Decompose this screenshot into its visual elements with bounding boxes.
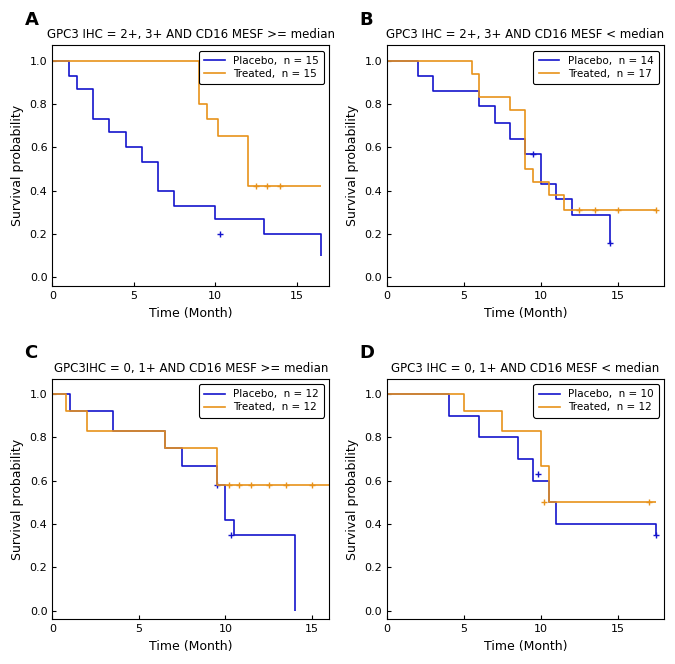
- Title: GPC3 IHC = 0, 1+ AND CD16 MESF < median: GPC3 IHC = 0, 1+ AND CD16 MESF < median: [392, 362, 659, 374]
- X-axis label: Time (Month): Time (Month): [149, 640, 232, 653]
- Legend: Placebo,  n = 12, Treated,  n = 12: Placebo, n = 12, Treated, n = 12: [198, 384, 324, 418]
- X-axis label: Time (Month): Time (Month): [149, 307, 232, 319]
- Title: GPC3 IHC = 2+, 3+ AND CD16 MESF >= median: GPC3 IHC = 2+, 3+ AND CD16 MESF >= media…: [47, 29, 335, 41]
- X-axis label: Time (Month): Time (Month): [484, 307, 567, 319]
- Y-axis label: Survival probability: Survival probability: [11, 105, 24, 226]
- Y-axis label: Survival probability: Survival probability: [11, 438, 24, 560]
- Text: D: D: [359, 344, 375, 362]
- X-axis label: Time (Month): Time (Month): [484, 640, 567, 653]
- Legend: Placebo,  n = 14, Treated,  n = 17: Placebo, n = 14, Treated, n = 17: [533, 50, 659, 84]
- Title: GPC3IHC = 0, 1+ AND CD16 MESF >= median: GPC3IHC = 0, 1+ AND CD16 MESF >= median: [53, 362, 328, 374]
- Text: A: A: [24, 11, 38, 29]
- Legend: Placebo,  n = 15, Treated,  n = 15: Placebo, n = 15, Treated, n = 15: [198, 50, 324, 84]
- Y-axis label: Survival probability: Survival probability: [346, 105, 359, 226]
- Text: C: C: [24, 344, 38, 362]
- Text: B: B: [359, 11, 373, 29]
- Title: GPC3 IHC = 2+, 3+ AND CD16 MESF < median: GPC3 IHC = 2+, 3+ AND CD16 MESF < median: [386, 29, 664, 41]
- Legend: Placebo,  n = 10, Treated,  n = 12: Placebo, n = 10, Treated, n = 12: [533, 384, 659, 418]
- Y-axis label: Survival probability: Survival probability: [346, 438, 359, 560]
